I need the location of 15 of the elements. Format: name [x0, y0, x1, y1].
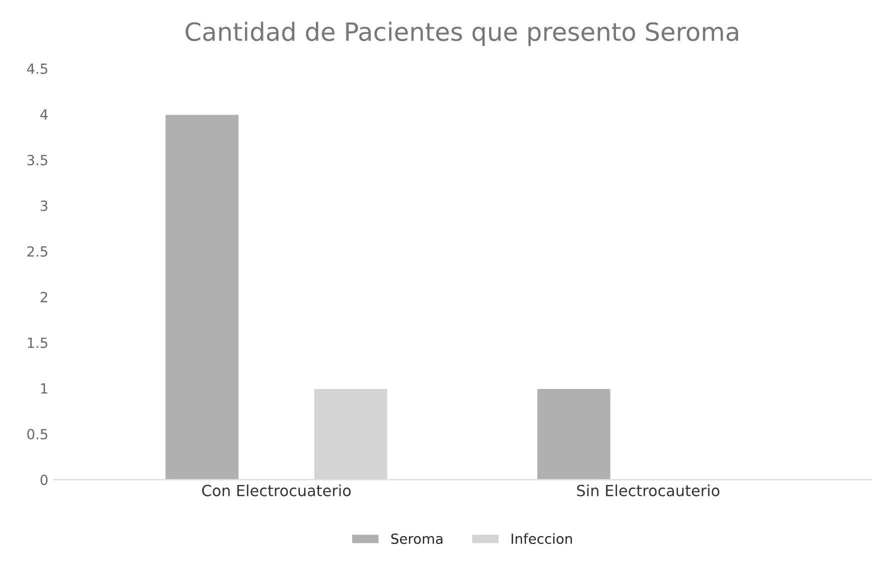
y-tick-label: 0.5	[27, 428, 48, 440]
y-tick-label: 0	[40, 474, 48, 486]
y-tick-label: 2	[40, 292, 48, 302]
legend-label: Seroma	[391, 533, 442, 544]
x-tick-label: Sin Electrocauterio	[577, 484, 720, 496]
y-tick-label: 1	[41, 383, 48, 394]
y-tick-label: 1.5	[28, 338, 48, 348]
chart-title: Cantidad de Pacientes que presento Seroma	[186, 22, 738, 46]
x-tick-label: Con Electrocuaterio	[202, 484, 351, 496]
y-tick-label: 2.5	[27, 246, 48, 257]
y-tick-label: 3.5	[27, 154, 48, 166]
y-tick-label: 4	[40, 109, 48, 120]
y-tick-label: 4.5	[27, 64, 48, 74]
legend-label: Infeccion	[512, 533, 572, 544]
y-tick-label: 3	[40, 200, 48, 212]
